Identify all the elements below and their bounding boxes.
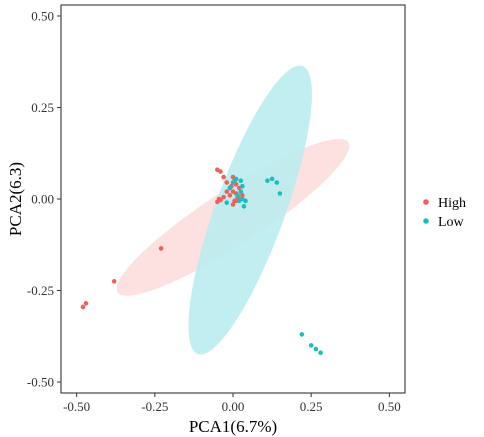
high-point	[80, 304, 86, 310]
legend-high-label: High	[438, 196, 466, 211]
y-axis-ticks: 0.50 0.25 0.00 -0.25 -0.50	[27, 8, 61, 390]
low-point	[265, 178, 270, 183]
low-point	[238, 189, 244, 194]
low-point	[243, 198, 248, 204]
scatter-points	[80, 167, 323, 356]
high-point	[218, 169, 223, 174]
x-tick-label: -0.25	[141, 399, 168, 414]
high-point	[227, 193, 233, 198]
high-point	[224, 180, 230, 185]
low-point	[233, 176, 239, 182]
y-tick-label: -0.25	[27, 283, 54, 298]
low-point	[308, 343, 314, 348]
x-tick-label: 0.50	[378, 399, 401, 414]
legend-low-label: Low	[438, 215, 465, 230]
low-point	[241, 204, 247, 209]
low-confidence-ellipse	[188, 65, 312, 355]
low-point	[240, 183, 245, 189]
confidence-ellipses	[116, 65, 350, 355]
x-axis-title: PCA1(6.7%)	[189, 417, 277, 436]
low-point	[274, 180, 280, 185]
low-point	[277, 191, 283, 196]
low-point	[318, 350, 323, 356]
low-point	[227, 185, 233, 191]
y-tick-label: 0.50	[31, 8, 54, 23]
low-point	[313, 346, 319, 352]
y-tick-label: 0.25	[31, 100, 54, 115]
high-point	[221, 194, 226, 200]
high-point	[111, 279, 117, 284]
high-point	[230, 202, 236, 207]
y-tick-label: 0.00	[31, 192, 54, 207]
low-point	[230, 180, 236, 185]
low-point	[299, 332, 305, 337]
y-axis-title: PCA2(6.3)	[6, 162, 25, 236]
low-point	[224, 200, 230, 205]
x-tick-label: 0.25	[300, 399, 323, 414]
high-point	[240, 193, 245, 198]
low-point	[236, 198, 242, 204]
high-point	[158, 246, 164, 251]
legend-low-key	[423, 218, 429, 224]
high-point	[83, 301, 89, 306]
y-tick-label: -0.50	[27, 375, 54, 390]
legend: High Low	[423, 196, 466, 230]
high-point	[216, 196, 222, 202]
x-tick-label: 0.00	[222, 399, 245, 414]
low-point	[238, 178, 244, 183]
x-axis-ticks: -0.50 -0.25 0.00 0.25 0.50	[63, 393, 401, 414]
low-point	[235, 193, 240, 198]
legend-high-key	[423, 199, 429, 205]
x-tick-label: -0.50	[63, 399, 90, 414]
high-point	[224, 189, 230, 194]
low-point	[269, 176, 275, 182]
high-point	[221, 174, 226, 180]
